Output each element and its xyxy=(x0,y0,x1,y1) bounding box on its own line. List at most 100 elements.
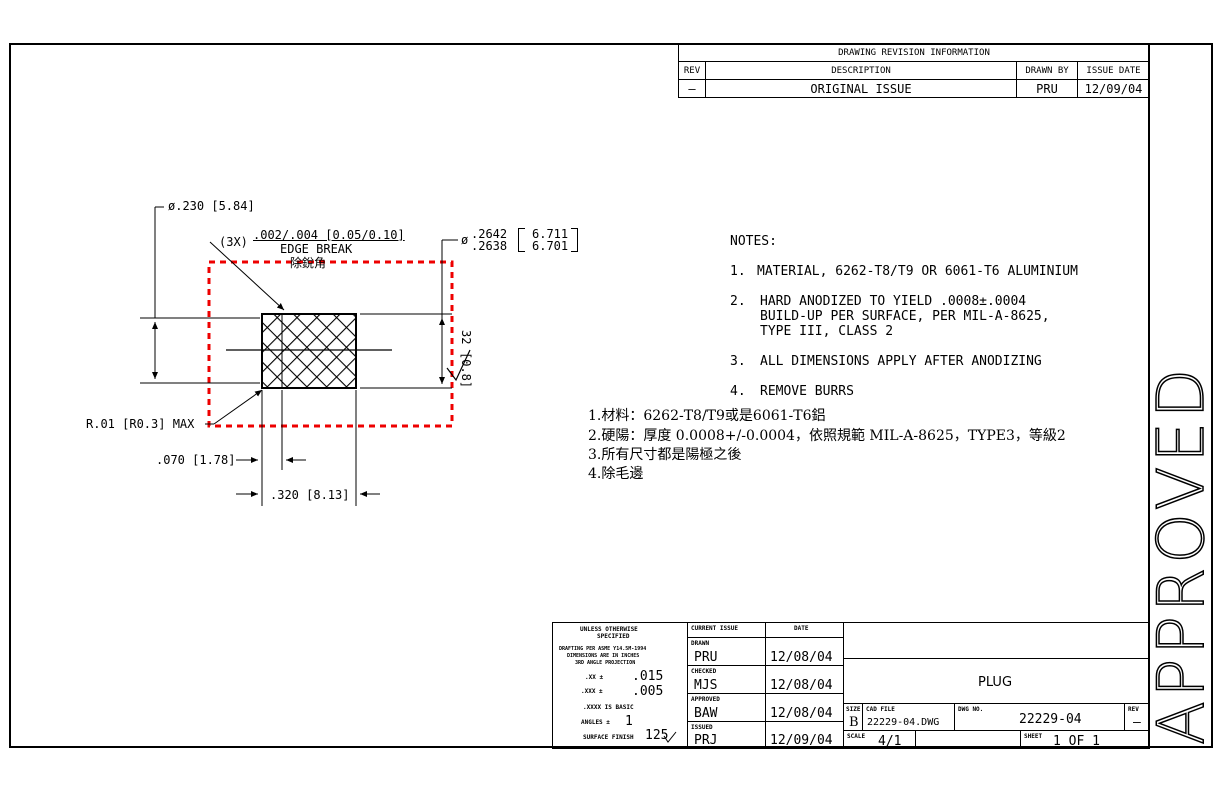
checked-label: CHECKED xyxy=(691,668,717,675)
sheet-label: SHEET xyxy=(1024,733,1043,740)
note-1-text: MATERIAL, 6262-T8/T9 OR 6061-T6 ALUMINIU… xyxy=(757,264,1078,279)
rev-label: REV xyxy=(1128,706,1139,713)
drawing-border xyxy=(9,43,1213,748)
shaft-diameter-symbol: ø xyxy=(461,233,469,247)
note-cn-2: 2.硬陽：厚度 0.0008+/-0.0004，依照規範 MIL-A-8625，… xyxy=(588,428,1066,444)
basic-dims: .XXXX IS BASIC xyxy=(583,704,634,711)
finish-label: SURFACE FINISH xyxy=(583,734,634,741)
tol-xx-label: .XX ± xyxy=(585,674,604,681)
total-length-label: .320 [8.13] xyxy=(270,488,350,502)
note-cn-3: 3.所有尺寸都是陽極之後 xyxy=(588,447,742,463)
note-3-num: 3. xyxy=(730,354,746,369)
surface-finish-symbol xyxy=(446,349,471,382)
head-diameter-dimension xyxy=(140,206,260,384)
angles-label: ANGLES ± xyxy=(581,719,610,726)
shaft-diameter-min: .2638 xyxy=(471,239,508,253)
title-block: UNLESS OTHERWISE SPECIFIED DRAFTING PER … xyxy=(552,622,1150,749)
dwg-no-label: DWG NO. xyxy=(958,706,984,713)
checked-value: MJS xyxy=(694,678,718,693)
cad-file-label: CAD FILE xyxy=(866,706,895,713)
checked-date-cell: 12/08/04 xyxy=(765,665,844,694)
edge-break-cn-label: 除銳角 xyxy=(290,256,327,270)
dimension-units: DIMENSIONS ARE IN INCHES xyxy=(567,653,640,659)
issued-label: ISSUED xyxy=(691,724,713,731)
edge-break-leader xyxy=(209,241,285,311)
drawn-date: 12/08/04 xyxy=(770,650,833,665)
angles-value: 1 xyxy=(625,714,633,729)
drawn-value: PRU xyxy=(694,650,718,665)
note-3-text: ALL DIMENSIONS APPLY AFTER ANODIZING xyxy=(760,354,1042,369)
size-label: SIZE xyxy=(846,706,861,713)
plug-section xyxy=(261,313,357,389)
drawn-date-cell: 12/08/04 xyxy=(765,637,844,666)
note-2-line-3: TYPE III, CLASS 2 xyxy=(760,324,894,339)
note-2-num: 2. xyxy=(730,294,746,309)
note-cn-4: 4.除毛邊 xyxy=(588,466,644,482)
tol-xxx-label: .XXX ± xyxy=(581,688,603,695)
radius-leader xyxy=(213,389,263,425)
note-1-num: 1. xyxy=(730,264,746,279)
edge-break-tolerance: .002/.004 [0.05/0.10] xyxy=(253,228,405,242)
radius-label: R.01 [R0.3] MAX xyxy=(86,417,195,431)
stamp-column-divider xyxy=(1148,43,1150,748)
sheet-cell: SHEET 1 OF 1 xyxy=(1020,730,1150,749)
projection: 3RD ANGLE PROJECTION xyxy=(575,660,636,666)
issue-date-value: 12/09/04 xyxy=(1077,79,1150,98)
tolerance-block: UNLESS OTHERWISE SPECIFIED DRAFTING PER … xyxy=(552,622,688,749)
issued-date: 12/09/04 xyxy=(770,733,833,748)
drawn-label: DRAWN xyxy=(691,640,710,647)
date-header: DATE xyxy=(765,622,844,638)
length-dimensions xyxy=(236,390,380,506)
scale-cell: SCALE 4/1 xyxy=(843,730,916,749)
title-cell: PLUG xyxy=(843,658,1150,704)
edge-break-count: (3X) xyxy=(219,235,248,249)
sheet-value: 1 OF 1 xyxy=(1053,734,1100,749)
company-cell xyxy=(843,622,1150,659)
mm-bracket-left xyxy=(518,228,525,252)
size-cell: SIZE B xyxy=(843,703,863,731)
cad-file-value: 22229-04.DWG xyxy=(867,717,940,728)
unless-line-1: UNLESS OTHERWISE xyxy=(580,626,638,633)
issued-cell: ISSUED PRJ xyxy=(687,721,766,749)
drawn-by-value: PRU xyxy=(1016,79,1078,98)
rev-cell: REV – xyxy=(1124,703,1150,731)
dwg-no-cell: DWG NO. 22229-04 xyxy=(954,703,1125,731)
current-issue-label: CURRENT ISSUE xyxy=(691,625,738,632)
approved-label: APPROVED xyxy=(691,696,720,703)
issued-date-cell: 12/09/04 xyxy=(765,721,844,749)
mm-bracket-right xyxy=(571,228,578,252)
edge-break-label: EDGE BREAK xyxy=(280,242,353,256)
surface-finish-mm: [0.8] xyxy=(459,352,473,389)
cad-file-cell: CAD FILE 22229-04.DWG xyxy=(862,703,955,731)
shaft-mm-min: 6.701 xyxy=(532,239,569,253)
drawn-cell: DRAWN PRU xyxy=(687,637,766,666)
finish-value: 125 xyxy=(645,728,669,743)
highlight-box xyxy=(207,260,454,428)
drafting-standard: DRAFTING PER ASME Y14.5M-1994 xyxy=(559,646,647,652)
size-value: B xyxy=(849,715,859,730)
notes-heading: NOTES: xyxy=(730,234,777,249)
issued-value: PRJ xyxy=(694,733,718,748)
note-cn-1: 1.材料：6262-T8/T9或是6061-T6鋁 xyxy=(588,408,826,424)
current-issue-header: CURRENT ISSUE xyxy=(687,622,766,638)
unless-line-2: SPECIFIED xyxy=(597,633,630,640)
scale-label: SCALE xyxy=(847,733,866,740)
drawing-title: PLUG xyxy=(978,675,1013,690)
head-diameter-label: ø.230 [5.84] xyxy=(168,199,255,213)
revision-table: DRAWING REVISION INFORMATION REV DESCRIP… xyxy=(678,43,1150,98)
description-value: ORIGINAL ISSUE xyxy=(705,79,1017,98)
blank-cell xyxy=(915,730,1021,749)
note-4-num: 4. xyxy=(730,384,746,399)
approved-value: BAW xyxy=(694,706,718,721)
tol-xx-value: .015 xyxy=(632,669,664,684)
scale-value: 4/1 xyxy=(878,734,902,749)
tb-finish-symbol xyxy=(663,731,677,743)
date-label: DATE xyxy=(794,625,809,632)
shaft-diameter-dimension xyxy=(360,239,458,389)
note-2-line-2: BUILD-UP PER SURFACE, PER MIL-A-8625, xyxy=(760,309,1050,324)
approved-date-cell: 12/08/04 xyxy=(765,693,844,722)
shaft-diameter-max: .2642 xyxy=(471,227,508,241)
head-length-label: .070 [1.78] xyxy=(156,453,236,467)
checked-date: 12/08/04 xyxy=(770,678,833,693)
